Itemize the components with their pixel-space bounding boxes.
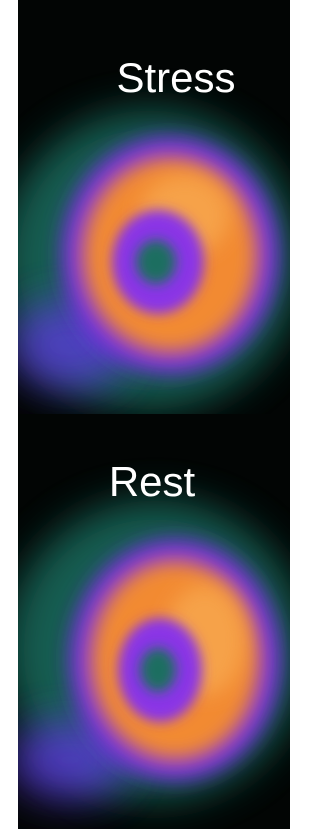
stress-scan [0,110,300,410]
page: Stress Rest (() => { const data = JSON.p… [0,0,308,829]
scan-figure: Stress Rest [0,0,308,829]
panel-label: Stress [116,54,235,101]
panel-label: Rest [109,458,196,505]
rest-scan [5,500,305,800]
